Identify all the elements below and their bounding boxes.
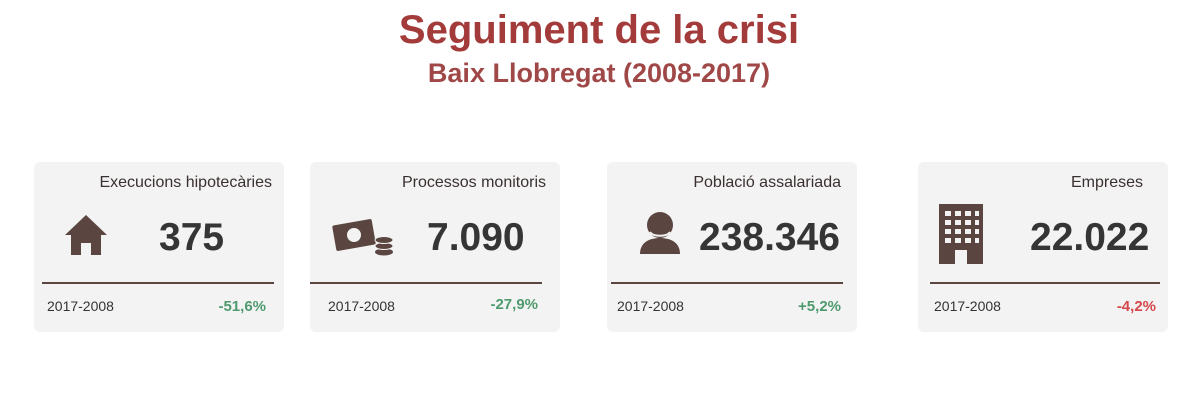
card-change: -51,6% xyxy=(218,298,266,315)
stat-card-poblacio: Població assalariada 238.346 2017-2008 +… xyxy=(607,162,857,332)
page-title: Seguiment de la crisi xyxy=(398,8,800,52)
card-change: -27,9% xyxy=(490,296,538,313)
card-value: 375 xyxy=(159,216,225,259)
money-coins-icon xyxy=(332,219,394,256)
card-change: -4,2% xyxy=(1116,298,1156,315)
card-divider xyxy=(611,282,843,284)
stat-card-execucions: Execucions hipotecàries 375 2017-2008 -5… xyxy=(34,162,284,332)
card-divider xyxy=(930,282,1160,284)
card-label: Empreses xyxy=(1070,174,1143,191)
card-change: +5,2% xyxy=(798,298,841,315)
card-divider xyxy=(310,282,542,284)
card-period: 2017-2008 xyxy=(47,298,114,314)
card-value: 238.346 xyxy=(699,216,840,259)
house-icon xyxy=(65,215,107,255)
card-value: 7.090 xyxy=(427,216,525,259)
card-period: 2017-2008 xyxy=(934,298,1001,314)
card-label: Execucions hipotecàries xyxy=(99,174,272,191)
stat-card-empreses: Empreses 22.022 2017-2008 -4,2% xyxy=(918,162,1168,332)
stat-card-processos: Processos monitoris 7.090 2017-2008 -27,… xyxy=(310,162,560,332)
page-subtitle: Baix Llobregat (2008-2017) xyxy=(427,58,771,88)
card-label: Processos monitoris xyxy=(401,174,546,191)
card-value: 22.022 xyxy=(1030,216,1150,259)
card-period: 2017-2008 xyxy=(617,298,684,314)
card-period: 2017-2008 xyxy=(328,298,395,314)
person-icon xyxy=(640,212,680,254)
building-icon xyxy=(939,204,983,264)
card-divider xyxy=(42,282,274,284)
card-label: Població assalariada xyxy=(693,174,841,191)
